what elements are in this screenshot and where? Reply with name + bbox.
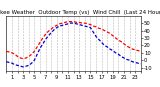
Title: Milwaukee Weather  Outdoor Temp (vs)  Wind Chill  (Last 24 Hours): Milwaukee Weather Outdoor Temp (vs) Wind… <box>0 10 160 15</box>
